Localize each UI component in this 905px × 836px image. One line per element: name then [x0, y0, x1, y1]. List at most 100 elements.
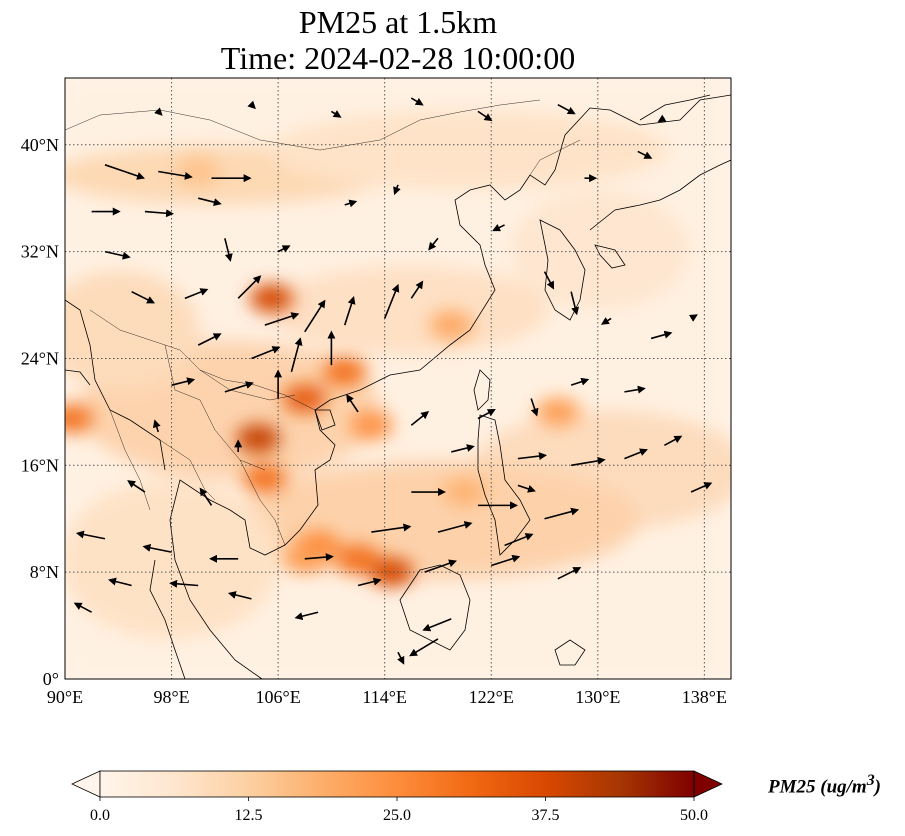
colorbar-tick-label: 0.0 [90, 807, 110, 824]
wind-vector [330, 110, 342, 118]
wind-vector [477, 110, 493, 122]
wind-vector [304, 299, 326, 333]
wind-vector [304, 553, 334, 562]
wind-vector [624, 385, 646, 394]
wind-vector [570, 377, 590, 386]
coastlines [65, 94, 731, 679]
colorbar-body [100, 771, 694, 797]
wind-vector [410, 280, 424, 299]
wind-vector [410, 411, 430, 426]
map-title-line1: PM25 at 1.5km [298, 4, 498, 40]
wind-vector [144, 209, 175, 218]
colorbar-tick-label: 50.0 [680, 807, 708, 824]
wind-vector [344, 199, 358, 208]
pm25-hotspot [65, 404, 94, 433]
wind-vector [410, 97, 424, 106]
wind-vector [570, 291, 579, 316]
longitude-ticks: 90°E 98°E 106°E 114°E 122°E 130°E 138°E [47, 687, 727, 707]
gridlines [65, 78, 731, 679]
lat-tick-label: 0° [43, 669, 59, 689]
wind-vector [409, 638, 439, 657]
wind-vector [624, 448, 648, 460]
wind-vector [688, 314, 698, 322]
wind-vector [346, 394, 359, 413]
wind-vector [171, 377, 196, 386]
wind-vector [422, 618, 452, 632]
wind-vector [158, 170, 193, 180]
wind-vector [490, 554, 521, 567]
wind-vector [517, 452, 547, 461]
colorbar-min-extend [71, 770, 101, 798]
wind-vector [199, 487, 213, 506]
wind-vector [237, 275, 262, 299]
colorbar-unit-exponent: 3 [866, 772, 875, 789]
lon-tick-label: 130°E [575, 687, 620, 707]
wind-vector [104, 250, 131, 260]
pm25-hotspot [249, 284, 294, 313]
wind-vector [73, 602, 93, 613]
map-panel [64, 77, 732, 680]
wind-vector [530, 398, 539, 417]
lon-tick-label: 138°E [682, 687, 727, 707]
wind-vector [544, 507, 580, 520]
wind-vector [184, 288, 209, 300]
wind-vector [131, 290, 156, 304]
pm25-hotspot [442, 478, 487, 507]
wind-vector [127, 480, 146, 493]
wind-vector [198, 197, 222, 207]
wind-vector [264, 312, 300, 326]
colorbar-tick-label: 37.5 [532, 807, 560, 824]
wind-vector [504, 533, 534, 547]
wind-vector [557, 567, 582, 580]
wind-vector [664, 435, 683, 446]
colorbar-unit-close: ) [874, 776, 881, 798]
lat-tick-label: 16°N [21, 455, 59, 475]
lon-tick-label: 90°E [47, 687, 83, 707]
wind-vector [477, 409, 496, 420]
wind-vector [637, 150, 653, 159]
wind-vector [154, 107, 163, 116]
map-title-line2: Time: 2024-02-28 10:00:00 [220, 40, 576, 76]
wind-vector [357, 577, 382, 587]
wind-vector [290, 337, 303, 373]
wind-vector [571, 456, 606, 467]
colorbar-tick-label: 12.5 [235, 807, 263, 824]
lon-tick-label: 106°E [256, 687, 301, 707]
wind-vector [294, 611, 319, 621]
pm25-hotspots [65, 157, 580, 587]
pm25-hotspot [236, 424, 281, 453]
pm25-hotspot [322, 357, 367, 386]
lat-tick-label: 40°N [21, 135, 59, 155]
colorbar-unit-label: PM25 (ug/m3) [768, 772, 881, 798]
wind-vector [224, 381, 254, 393]
wind-vector [104, 164, 145, 180]
wind-vector [397, 651, 405, 665]
wind-vector [600, 317, 612, 325]
wind-vector [424, 559, 457, 573]
wind-vector [428, 237, 439, 251]
wind-vector [343, 296, 356, 326]
colorbar-ticks: 0.0 12.5 25.0 37.5 50.0 [90, 797, 708, 824]
wind-vectors [73, 97, 713, 665]
wind-vector [650, 330, 673, 340]
wind-vector [108, 577, 132, 587]
colorbar-max-extend [693, 770, 723, 798]
wind-vector [251, 346, 281, 360]
pm25-hotspot [535, 397, 580, 426]
colorbar: 0.0 12.5 25.0 37.5 50.0 [71, 770, 723, 824]
wind-vector [492, 223, 505, 232]
wind-vector [197, 333, 222, 346]
pm25-hotspot [429, 311, 474, 340]
wind-vector [152, 419, 161, 433]
pm25-hotspot [282, 384, 327, 413]
wind-vector [75, 530, 106, 540]
wind-vector [690, 482, 713, 493]
wind-vector [247, 100, 256, 110]
wind-vector [657, 114, 667, 123]
wind-vector [451, 444, 475, 453]
wind-vector [169, 579, 199, 588]
wind-vector [517, 484, 536, 493]
pm25-hotspot [176, 157, 221, 186]
lon-tick-label: 122°E [469, 687, 514, 707]
